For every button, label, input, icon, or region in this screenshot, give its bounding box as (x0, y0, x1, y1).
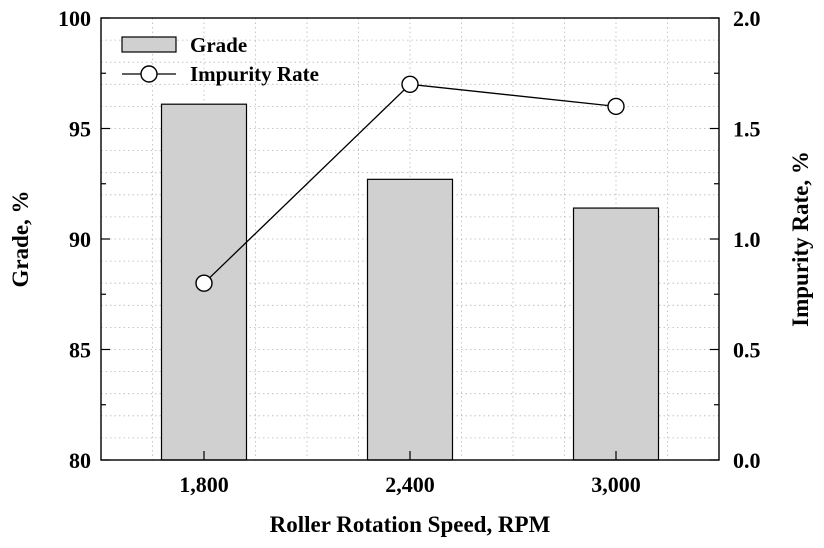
left-tick-label: 95 (69, 117, 91, 142)
x-tick-label: 3,000 (591, 472, 641, 497)
line-series (195, 75, 625, 292)
left-tick-label: 100 (58, 6, 91, 31)
left-axis-title: Grade, % (8, 190, 33, 287)
right-tick-label: 0.5 (733, 338, 761, 363)
right-tick-label: 2.0 (733, 6, 761, 31)
bar-grade-3 (572, 207, 660, 461)
impurity-rate-point-3 (607, 97, 625, 116)
right-axis: 0.0 0.5 1.0 1.5 2.0 (710, 6, 761, 473)
right-tick-label: 1.5 (733, 117, 761, 142)
bar-grade-2 (366, 178, 454, 461)
legend: Grade Impurity Rate (121, 33, 319, 86)
left-axis: 80 85 90 95 100 (58, 6, 110, 473)
impurity-rate-point-2 (401, 75, 419, 94)
left-tick-label: 90 (69, 227, 91, 252)
right-tick-label: 0.0 (733, 448, 761, 473)
left-tick-label: 80 (69, 448, 91, 473)
legend-label-impurity: Impurity Rate (190, 62, 319, 86)
legend-label-grade: Grade (190, 33, 247, 57)
legend-swatch-grade (121, 36, 177, 53)
legend-marker-impurity (140, 65, 158, 83)
right-tick-label: 1.0 (733, 227, 761, 252)
x-tick-label: 1,800 (179, 472, 229, 497)
x-axis-title: Roller Rotation Speed, RPM (270, 512, 551, 537)
x-tick-label: 2,400 (385, 472, 435, 497)
x-axis: 1,800 2,400 3,000 (179, 451, 641, 497)
left-tick-label: 85 (69, 338, 91, 363)
impurity-rate-point-1 (195, 274, 213, 292)
right-axis-title: Impurity Rate, % (788, 151, 813, 327)
